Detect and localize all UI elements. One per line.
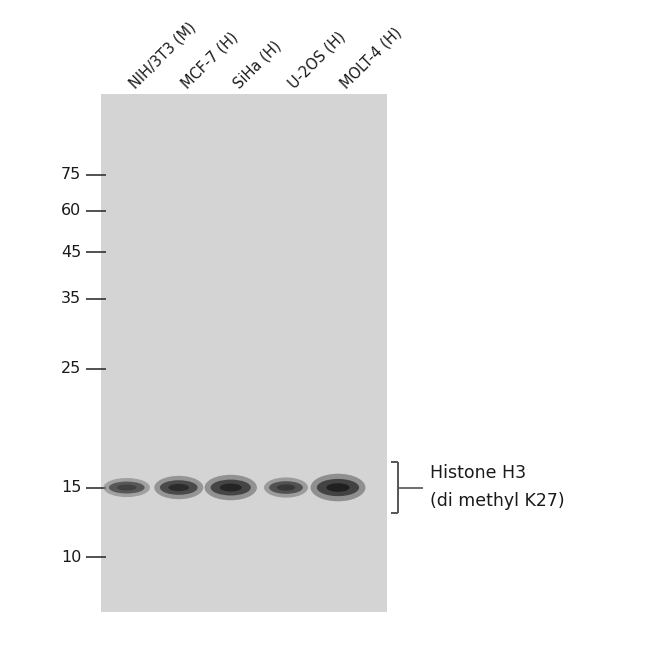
Ellipse shape (109, 482, 144, 494)
Text: NIH/3T3 (M): NIH/3T3 (M) (127, 19, 199, 92)
Text: U-2OS (H): U-2OS (H) (286, 29, 348, 92)
FancyBboxPatch shape (101, 94, 387, 612)
Ellipse shape (205, 475, 257, 500)
Text: (di methyl K27): (di methyl K27) (430, 492, 564, 510)
Text: Histone H3: Histone H3 (430, 464, 526, 482)
Text: 25: 25 (61, 361, 81, 376)
Text: 35: 35 (61, 291, 81, 306)
Text: 45: 45 (61, 244, 81, 260)
Text: 15: 15 (61, 480, 81, 495)
Ellipse shape (317, 479, 359, 496)
Ellipse shape (211, 480, 251, 496)
Ellipse shape (160, 480, 198, 495)
Ellipse shape (168, 484, 189, 491)
Ellipse shape (326, 483, 350, 492)
Text: MCF-7 (H): MCF-7 (H) (179, 29, 240, 92)
Ellipse shape (311, 474, 365, 501)
Text: SiHa (H): SiHa (H) (231, 38, 284, 92)
Ellipse shape (277, 484, 295, 491)
Text: 10: 10 (61, 550, 81, 565)
Ellipse shape (264, 478, 308, 498)
Text: 75: 75 (61, 167, 81, 182)
Text: MOLT-4 (H): MOLT-4 (H) (338, 25, 405, 92)
Ellipse shape (154, 476, 203, 499)
Ellipse shape (103, 478, 150, 497)
Ellipse shape (269, 481, 303, 494)
Text: 60: 60 (61, 203, 81, 218)
Ellipse shape (117, 484, 136, 490)
Ellipse shape (220, 484, 242, 492)
